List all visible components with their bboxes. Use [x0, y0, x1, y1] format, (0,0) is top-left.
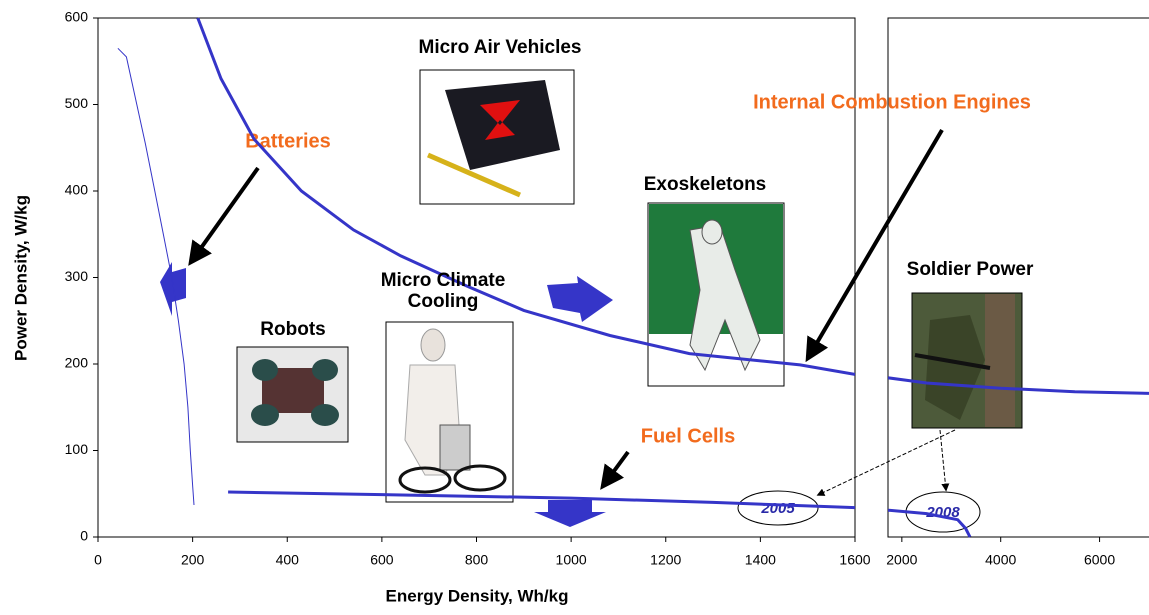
year-oval	[737, 490, 819, 526]
x-tick-label: 1400	[745, 552, 776, 568]
photo-exoskeleton	[647, 202, 785, 387]
y-tick-label: 400	[65, 182, 89, 198]
year-label: 2005	[760, 500, 795, 517]
y-tick-label: 300	[65, 268, 89, 284]
y-tick-label: 100	[65, 441, 89, 457]
series-label: Fuel Cells	[641, 425, 735, 447]
x-tick-label: 1000	[556, 552, 587, 568]
photo-micro-climate-cooling	[385, 321, 514, 503]
x-tick-label: 1600	[839, 552, 870, 568]
series-line	[888, 376, 1149, 395]
y-axis-title: Power Density, W/kg	[11, 195, 30, 361]
series-line	[196, 17, 855, 376]
right-panel-frame	[887, 17, 1149, 538]
photo-micro-air-vehicle	[419, 69, 575, 205]
x-tick-label: 600	[370, 552, 394, 568]
y-tick-label: 200	[65, 355, 89, 371]
photo-caption: Robots	[260, 319, 325, 340]
y-tick-label: 0	[80, 528, 88, 544]
year-label: 2008	[925, 504, 960, 521]
photo-caption: Micro Air Vehicles	[419, 37, 582, 58]
series-line	[888, 508, 972, 538]
x-tick-label: 6000	[1084, 552, 1115, 568]
photo-caption: Soldier Power	[907, 259, 1034, 280]
annotation-arrows	[160, 128, 956, 527]
series-line	[228, 490, 855, 510]
x-axis-title: Energy Density, Wh/kg	[386, 586, 569, 605]
x-tick-label: 1200	[650, 552, 681, 568]
x-tick-label: 200	[181, 552, 205, 568]
photo-soldier	[911, 292, 1023, 429]
x-tick-label: 0	[94, 552, 102, 568]
series-line	[117, 47, 195, 506]
series-label: Internal Combustion Engines	[753, 91, 1031, 113]
photo-caption: Exoskeletons	[644, 174, 767, 195]
photo-robot	[236, 346, 349, 443]
year-markers: 2005 2008	[737, 490, 981, 533]
x-tick-label: 2000	[886, 552, 917, 568]
y-tick-label: 500	[65, 95, 89, 111]
y-tick-label: 600	[65, 9, 89, 25]
x-tick-label: 800	[465, 552, 489, 568]
photos	[236, 69, 1023, 503]
photo-caption: Cooling	[408, 291, 479, 312]
x-tick-label: 4000	[985, 552, 1016, 568]
x-tick-label: 400	[276, 552, 300, 568]
series-label: Batteries	[245, 130, 331, 152]
photo-caption: Micro Climate	[381, 270, 506, 291]
